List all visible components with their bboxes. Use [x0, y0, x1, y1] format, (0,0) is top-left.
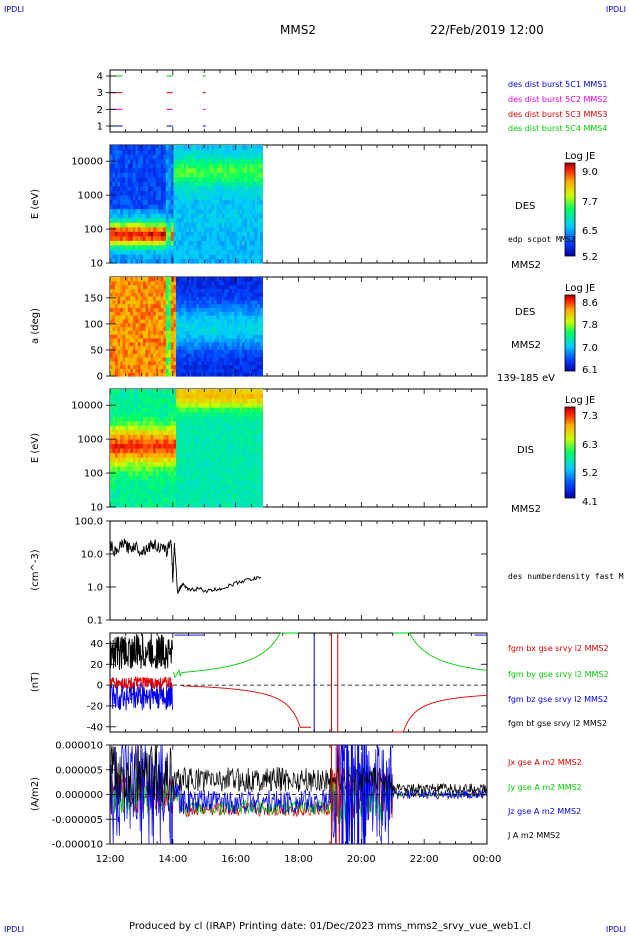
spectrogram-cell	[260, 300, 263, 304]
spectrogram-cell	[260, 281, 263, 285]
spectrogram-cell	[260, 231, 263, 236]
spectrogram-cell	[260, 448, 263, 453]
corner-label-top-right: IPDLI	[606, 5, 626, 14]
spectrogram-cell	[260, 177, 263, 182]
des-pitch-spectrogram	[110, 277, 263, 377]
spectrogram-cell	[260, 296, 263, 300]
des-energy-spectrogram	[110, 145, 263, 264]
spectrogram-cell	[260, 365, 263, 369]
spectrogram-cell	[260, 439, 263, 444]
spectrogram-cell	[260, 471, 263, 476]
spectrogram-cell	[260, 249, 263, 254]
spectrogram-cell	[260, 493, 263, 498]
spectrogram-cell	[260, 412, 263, 417]
spectrogram-cell	[260, 416, 263, 421]
bx-series	[110, 677, 172, 689]
spectrogram-cell	[260, 475, 263, 480]
spectrogram-cell	[260, 330, 263, 334]
spectrogram-cell	[260, 480, 263, 485]
spectrogram-cell	[260, 498, 263, 503]
spectrogram-cell	[260, 361, 263, 365]
spectrogram-cell	[260, 457, 263, 462]
spectrogram-cell	[260, 292, 263, 296]
spectrogram-cell	[260, 258, 263, 263]
spectrogram-cell	[260, 484, 263, 489]
spectrogram-cell	[260, 443, 263, 448]
spectrogram-cell	[260, 453, 263, 458]
spectrogram-cell	[260, 236, 263, 241]
spectrogram-cell	[260, 368, 263, 372]
spectrogram-cell	[260, 172, 263, 177]
spectrogram-cell	[260, 353, 263, 357]
spectrogram-cell	[260, 218, 263, 223]
spectrogram-cell	[260, 338, 263, 342]
spectrogram-cell	[260, 307, 263, 311]
by-series	[393, 633, 487, 670]
spectrogram-cell	[260, 209, 263, 214]
spacecraft-title: MMS2	[280, 23, 316, 37]
bfield-plot	[110, 633, 487, 732]
spectrogram-cell	[260, 434, 263, 439]
spectrogram-cell	[260, 168, 263, 173]
spectrogram-cell	[260, 245, 263, 250]
spectrogram-cell	[260, 145, 263, 150]
spectrogram-cell	[260, 254, 263, 259]
bx-series	[182, 686, 311, 727]
spectrogram-cell	[260, 430, 263, 435]
spectrogram-cell	[260, 227, 263, 232]
spectrogram-cell	[260, 277, 263, 281]
spectrogram-cell	[260, 462, 263, 467]
spectrogram-cell	[260, 240, 263, 245]
density-line	[110, 539, 261, 593]
spectrogram-cell	[260, 342, 263, 346]
spectrogram-cell	[260, 319, 263, 323]
spectrogram-cell	[260, 288, 263, 292]
spectrogram-cell	[260, 213, 263, 218]
corner-label-top-left: IPDLI	[4, 5, 24, 14]
spectrogram-cell	[260, 195, 263, 200]
spectrogram-cell	[260, 181, 263, 186]
spectrogram-cell	[260, 285, 263, 289]
spectrogram-cell	[260, 349, 263, 353]
bt-series	[110, 634, 172, 670]
by-series	[173, 633, 299, 677]
spectrogram-cell	[260, 222, 263, 227]
spectrogram-cell	[260, 163, 263, 168]
datetime-title: 22/Feb/2019 12:00	[430, 23, 544, 37]
spectrogram-cell	[260, 403, 263, 408]
spectrogram-cell	[260, 315, 263, 319]
spectrogram-cell	[260, 502, 263, 507]
panel-density-frame	[110, 521, 487, 620]
spectrogram-cell	[260, 304, 263, 308]
spectrogram-cell	[260, 398, 263, 403]
spectrogram-cell	[260, 372, 263, 376]
dis-energy-spectrogram	[110, 389, 263, 508]
spectrogram-cell	[260, 421, 263, 426]
spectrogram-cell	[260, 466, 263, 471]
spectrogram-cell	[260, 489, 263, 494]
current-plot	[110, 745, 487, 844]
availability-marks	[110, 76, 206, 126]
spectrogram-cell	[260, 346, 263, 350]
spectrogram-cell	[260, 199, 263, 204]
spectrogram-cell	[260, 323, 263, 327]
spectrogram-cell	[260, 357, 263, 361]
spectrogram-cell	[260, 150, 263, 155]
bx-series	[393, 695, 487, 732]
spectrogram-cell	[260, 327, 263, 331]
spectrogram-cell	[260, 186, 263, 191]
spectrogram-cell	[260, 407, 263, 412]
spectrogram-cell	[260, 190, 263, 195]
spectrogram-cell	[260, 159, 263, 164]
spectrogram-cell	[260, 311, 263, 315]
spectrogram-cell	[260, 425, 263, 430]
panel-availability-frame	[110, 70, 487, 132]
spectrogram-cell	[260, 154, 263, 159]
density-plot	[110, 539, 261, 593]
spectrogram-cell	[260, 394, 263, 399]
spectrogram-cell	[260, 204, 263, 209]
spectrogram-cell	[260, 334, 263, 338]
spectrogram-cell	[260, 389, 263, 394]
